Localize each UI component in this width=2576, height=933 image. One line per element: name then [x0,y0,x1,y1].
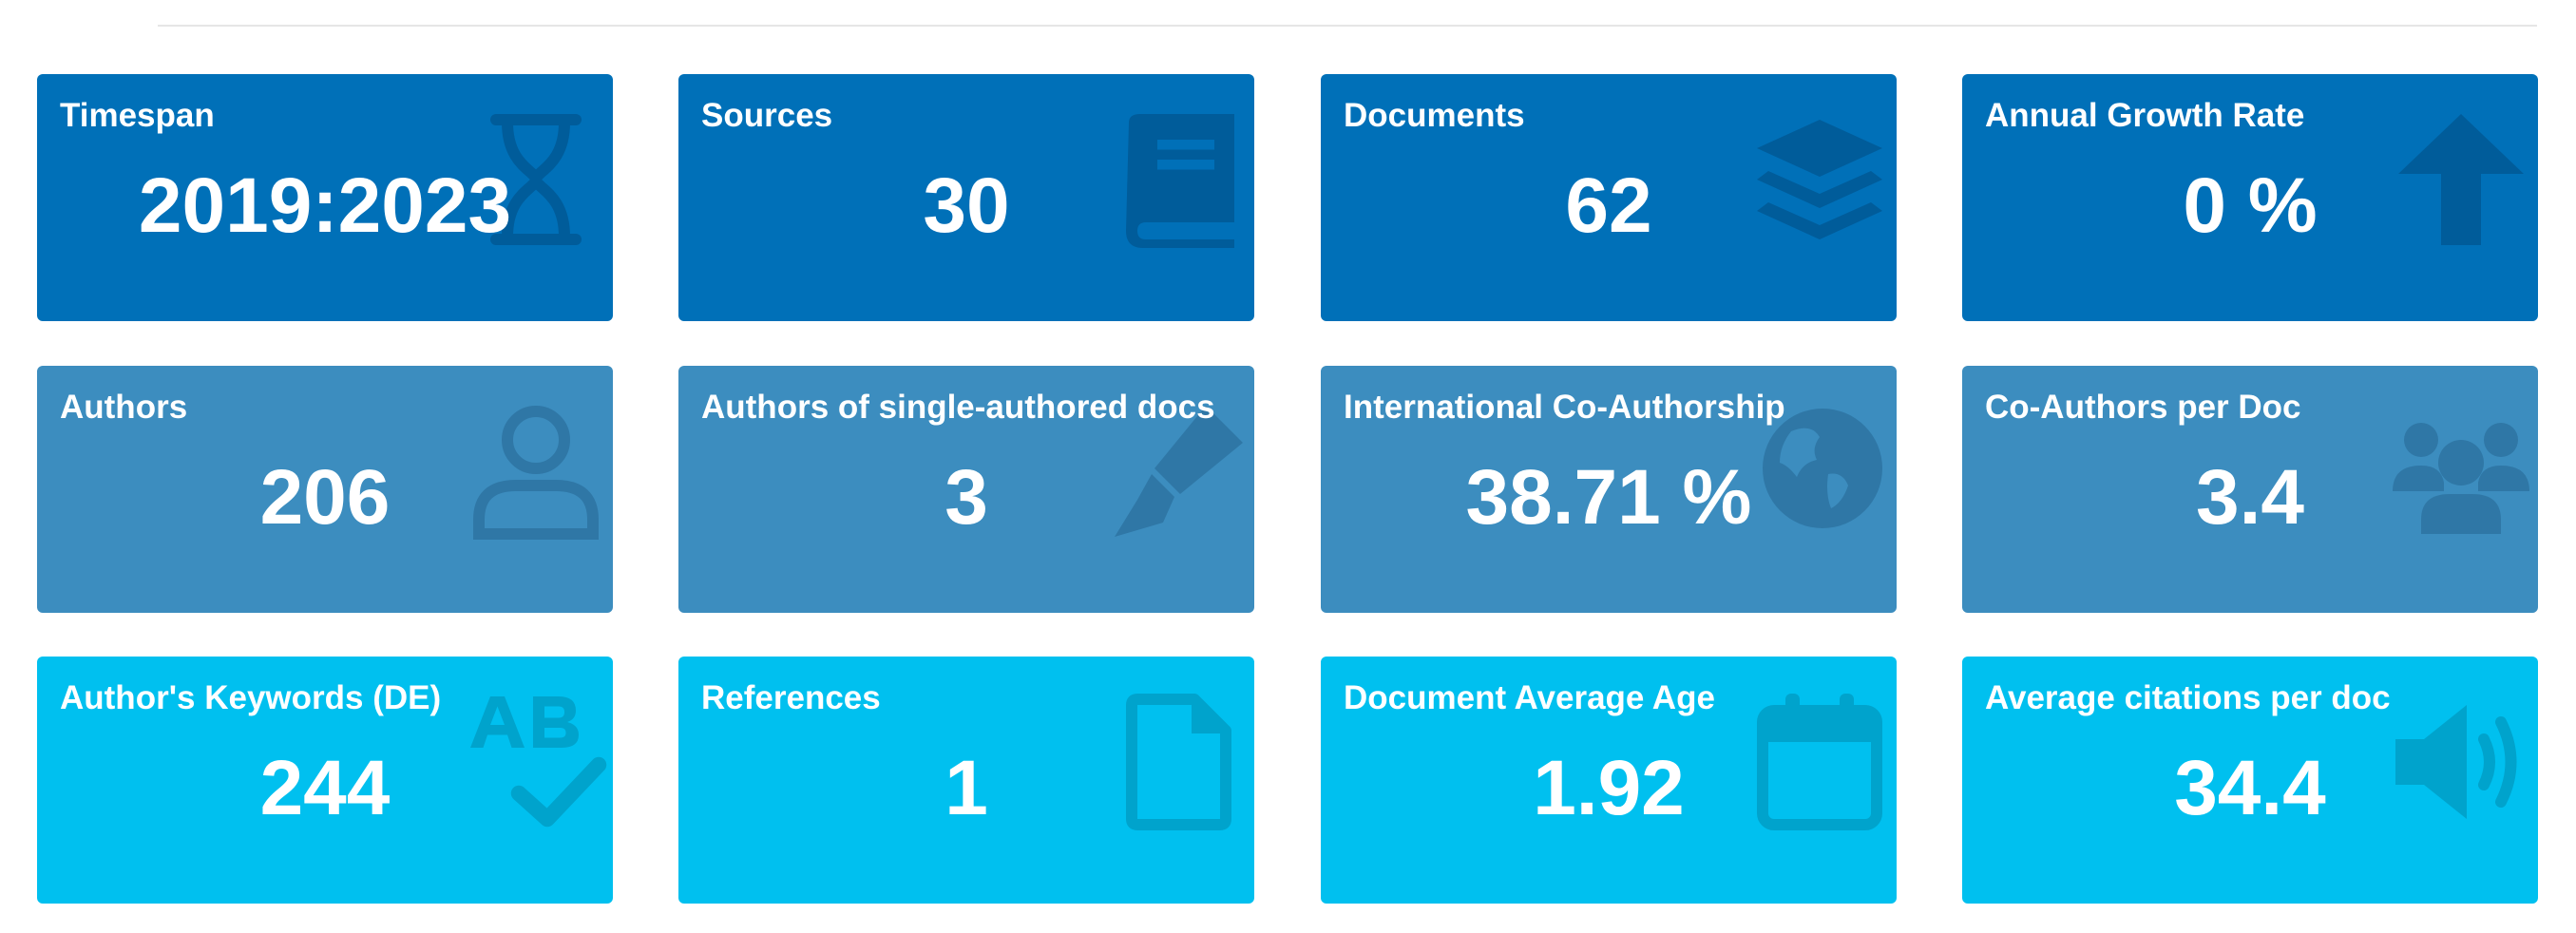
box-value: 38.71 % [1465,454,1752,541]
calendar-icon [1757,694,1882,830]
box-title: Documents [1344,97,1525,134]
box-title: Authors [60,389,188,426]
box-value: 206 [259,454,391,541]
pen-nib-icon [1115,406,1243,537]
box-title: Author's Keywords (DE) [60,679,442,716]
value-box-author-keywords: Author's Keywords (DE) 244 [37,657,613,904]
box-title: Average citations per doc [1985,679,2391,716]
box-value: 244 [259,745,391,831]
box-title: Timespan [60,97,215,134]
value-box-average-citations: Average citations per doc 34.4 [1962,657,2538,904]
file-icon [1126,694,1231,830]
box-value: 30 [923,162,1010,249]
users-icon [2393,423,2529,534]
box-value: 3 [945,454,988,541]
box-title: Authors of single-authored docs [701,389,1215,426]
layers-icon [1757,120,1882,239]
book-icon [1126,114,1234,248]
box-title: Sources [701,97,833,134]
box-title: International Co-Authorship [1344,389,1785,426]
value-box-single-authored: Authors of single-authored docs 3 [678,366,1254,613]
box-value: 1.92 [1533,745,1685,831]
box-title: References [701,679,881,716]
value-box-authors: Authors 206 [37,366,613,613]
value-box-sources: Sources 30 [678,74,1254,321]
spell-check-icon [470,696,607,828]
volume-icon [2395,705,2517,819]
value-box-references: References 1 [678,657,1254,904]
value-box-timespan: Timespan 2019:2023 [37,74,613,321]
value-box-coauthors-per-doc: Co-Authors per Doc 3.4 [1962,366,2538,613]
box-value: 34.4 [2174,745,2326,831]
box-value: 62 [1565,162,1652,249]
value-box-annual-growth-rate: Annual Growth Rate 0 % [1962,74,2538,321]
box-value: 0 % [2183,162,2318,249]
box-value: 2019:2023 [138,162,512,249]
box-title: Annual Growth Rate [1985,97,2305,134]
box-title: Document Average Age [1344,679,1715,716]
arrow-up-icon [2398,114,2524,245]
box-title: Co-Authors per Doc [1985,389,2301,426]
box-value: 1 [945,745,988,831]
box-value: 3.4 [2196,454,2304,541]
user-icon [473,406,599,540]
top-divider [158,25,2537,27]
value-box-documents: Documents 62 [1321,74,1897,321]
globe-icon [1763,409,1882,528]
hourglass-icon [490,114,582,245]
value-box-international-coauthorship: International Co-Authorship 38.71 % [1321,366,1897,613]
value-box-document-average-age: Document Average Age 1.92 [1321,657,1897,904]
